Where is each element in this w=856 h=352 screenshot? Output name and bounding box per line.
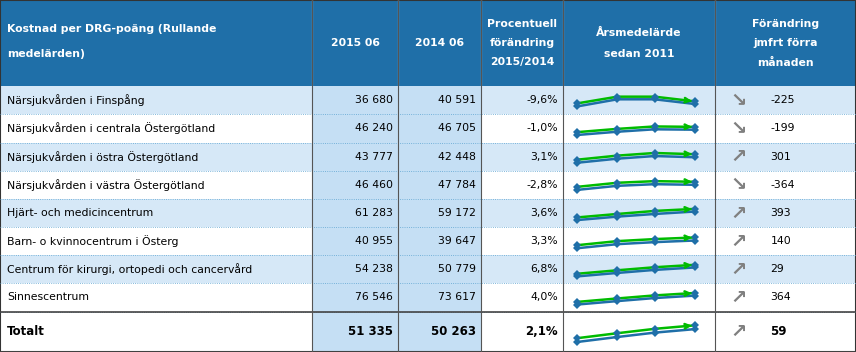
Text: jmfrt förra: jmfrt förra bbox=[753, 38, 817, 48]
Text: ↘: ↘ bbox=[730, 175, 747, 194]
Text: Sinnescentrum: Sinnescentrum bbox=[7, 293, 89, 302]
Text: 4,0%: 4,0% bbox=[531, 293, 558, 302]
Bar bbox=[0, 143, 856, 171]
Text: 29: 29 bbox=[770, 264, 784, 274]
Text: 76 546: 76 546 bbox=[355, 293, 393, 302]
Text: 39 647: 39 647 bbox=[438, 236, 476, 246]
Text: 42 448: 42 448 bbox=[438, 152, 476, 162]
Text: -1,0%: -1,0% bbox=[526, 124, 558, 133]
Text: Procentuell: Procentuell bbox=[487, 19, 557, 29]
Text: 6,8%: 6,8% bbox=[531, 264, 558, 274]
Bar bbox=[312, 227, 481, 255]
Text: 50 779: 50 779 bbox=[438, 264, 476, 274]
Bar bbox=[0, 86, 856, 114]
Bar bbox=[312, 143, 481, 171]
Bar bbox=[312, 171, 481, 199]
Text: 51 335: 51 335 bbox=[348, 325, 393, 338]
Text: 46 240: 46 240 bbox=[355, 124, 393, 133]
Text: förändring: förändring bbox=[490, 38, 555, 48]
Text: Barn- o kvinnocentrum i Österg: Barn- o kvinnocentrum i Österg bbox=[7, 235, 178, 247]
Text: 2014 06: 2014 06 bbox=[415, 38, 464, 48]
Bar bbox=[0, 283, 856, 312]
Text: 393: 393 bbox=[770, 208, 791, 218]
Text: ↗: ↗ bbox=[730, 147, 747, 166]
Text: -225: -225 bbox=[770, 95, 795, 105]
Text: ↗: ↗ bbox=[730, 203, 747, 222]
Text: ↗: ↗ bbox=[730, 260, 747, 279]
Text: 301: 301 bbox=[770, 152, 791, 162]
Text: 61 283: 61 283 bbox=[355, 208, 393, 218]
Bar bbox=[312, 283, 481, 312]
Text: månaden: månaden bbox=[757, 57, 814, 68]
Text: 47 784: 47 784 bbox=[438, 180, 476, 190]
Text: 36 680: 36 680 bbox=[355, 95, 393, 105]
Text: Närsjukvården i Finspång: Närsjukvården i Finspång bbox=[7, 94, 145, 106]
Text: 364: 364 bbox=[770, 293, 791, 302]
Text: ↗: ↗ bbox=[730, 322, 747, 341]
Text: 73 617: 73 617 bbox=[438, 293, 476, 302]
Text: 50 263: 50 263 bbox=[431, 325, 476, 338]
Bar bbox=[312, 199, 481, 227]
Bar bbox=[0, 114, 856, 143]
Text: ↗: ↗ bbox=[730, 232, 747, 251]
Text: Närsjukvården i östra Östergötland: Närsjukvården i östra Östergötland bbox=[7, 151, 199, 163]
Text: 3,6%: 3,6% bbox=[531, 208, 558, 218]
Bar bbox=[312, 114, 481, 143]
Text: 2,1%: 2,1% bbox=[526, 325, 558, 338]
Text: 40 591: 40 591 bbox=[438, 95, 476, 105]
Text: 43 777: 43 777 bbox=[355, 152, 393, 162]
Bar bbox=[312, 255, 481, 283]
Bar bbox=[312, 86, 481, 114]
Text: sedan 2011: sedan 2011 bbox=[603, 49, 675, 59]
Text: 59: 59 bbox=[770, 325, 787, 338]
Text: Kostnad per DRG-poäng (Rullande: Kostnad per DRG-poäng (Rullande bbox=[7, 24, 217, 34]
Text: 140: 140 bbox=[770, 236, 791, 246]
Bar bbox=[0, 171, 856, 199]
Text: 2015/2014: 2015/2014 bbox=[490, 57, 555, 68]
Text: Hjärt- och medicincentrum: Hjärt- och medicincentrum bbox=[7, 208, 153, 218]
Bar bbox=[0, 227, 856, 255]
Text: -364: -364 bbox=[770, 180, 795, 190]
Text: -9,6%: -9,6% bbox=[526, 95, 558, 105]
Text: Närsjukvården i centrala Östergötland: Närsjukvården i centrala Östergötland bbox=[7, 122, 215, 134]
Text: ↗: ↗ bbox=[730, 288, 747, 307]
Text: Närsjukvården i västra Östergötland: Närsjukvården i västra Östergötland bbox=[7, 179, 205, 191]
Text: Förändring: Förändring bbox=[752, 19, 819, 29]
Text: ↘: ↘ bbox=[730, 91, 747, 110]
Text: 46 705: 46 705 bbox=[438, 124, 476, 133]
Text: Centrum för kirurgi, ortopedi och cancervård: Centrum för kirurgi, ortopedi och cancer… bbox=[7, 263, 253, 275]
Text: 3,1%: 3,1% bbox=[531, 152, 558, 162]
Text: Årsmedelärde: Årsmedelärde bbox=[597, 27, 681, 38]
Text: -2,8%: -2,8% bbox=[526, 180, 558, 190]
Bar bbox=[0, 199, 856, 227]
Text: 2015 06: 2015 06 bbox=[330, 38, 380, 48]
Bar bbox=[0, 312, 856, 352]
Text: -199: -199 bbox=[770, 124, 795, 133]
Text: 40 955: 40 955 bbox=[355, 236, 393, 246]
Text: medelärden): medelärden) bbox=[7, 49, 85, 59]
Text: 59 172: 59 172 bbox=[438, 208, 476, 218]
Text: Totalt: Totalt bbox=[7, 325, 45, 338]
Text: 3,3%: 3,3% bbox=[531, 236, 558, 246]
Bar bbox=[0, 0, 856, 86]
Text: 54 238: 54 238 bbox=[355, 264, 393, 274]
Text: 46 460: 46 460 bbox=[355, 180, 393, 190]
Bar bbox=[0, 255, 856, 283]
Text: ↘: ↘ bbox=[730, 119, 747, 138]
Bar bbox=[312, 312, 481, 352]
